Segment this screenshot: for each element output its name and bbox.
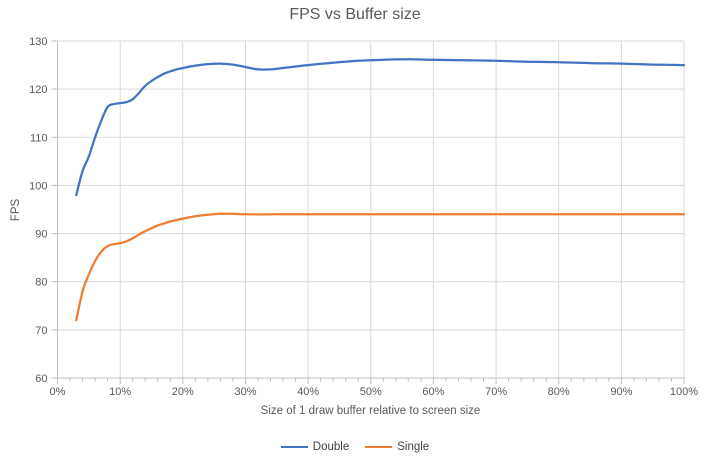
y-tick-label: 120	[29, 84, 47, 96]
y-tick-label: 110	[30, 132, 48, 144]
x-tick-label: 50%	[360, 386, 382, 398]
y-tick-label: 70	[35, 325, 47, 337]
y-tick-label: 100	[29, 180, 47, 192]
y-tick-label: 80	[35, 277, 47, 289]
legend-item-double: Double	[280, 441, 350, 453]
legend-swatch-single	[365, 446, 393, 448]
legend-swatch-double	[280, 446, 308, 448]
legend-item-single: Single	[365, 441, 429, 453]
series-line-single	[75, 212, 686, 322]
y-tick-label: 60	[35, 373, 47, 385]
y-tick-label: 130	[29, 36, 47, 48]
chart-legend: Double Single	[0, 441, 710, 453]
chart-title: FPS vs Buffer size	[289, 6, 421, 23]
x-tick-label: 90%	[610, 386, 632, 398]
y-tick-label: 90	[35, 229, 47, 241]
series-line-double	[75, 58, 686, 197]
legend-label: Single	[397, 441, 430, 453]
legend-label: Double	[312, 441, 350, 453]
x-axis-title: Size of 1 draw buffer relative to screen…	[260, 405, 481, 417]
x-tick-label: 60%	[422, 386, 444, 398]
x-tick-label: 40%	[297, 386, 319, 398]
x-tick-label: 70%	[485, 386, 507, 398]
x-tick-label: 20%	[172, 386, 194, 398]
x-tick-label: 80%	[548, 386, 570, 398]
x-tick-label: 100%	[670, 386, 698, 398]
x-tick-label: 0%	[50, 386, 66, 398]
y-axis-title: FPS	[10, 198, 22, 222]
x-tick-label: 30%	[234, 386, 256, 398]
x-tick-label: 10%	[109, 386, 131, 398]
